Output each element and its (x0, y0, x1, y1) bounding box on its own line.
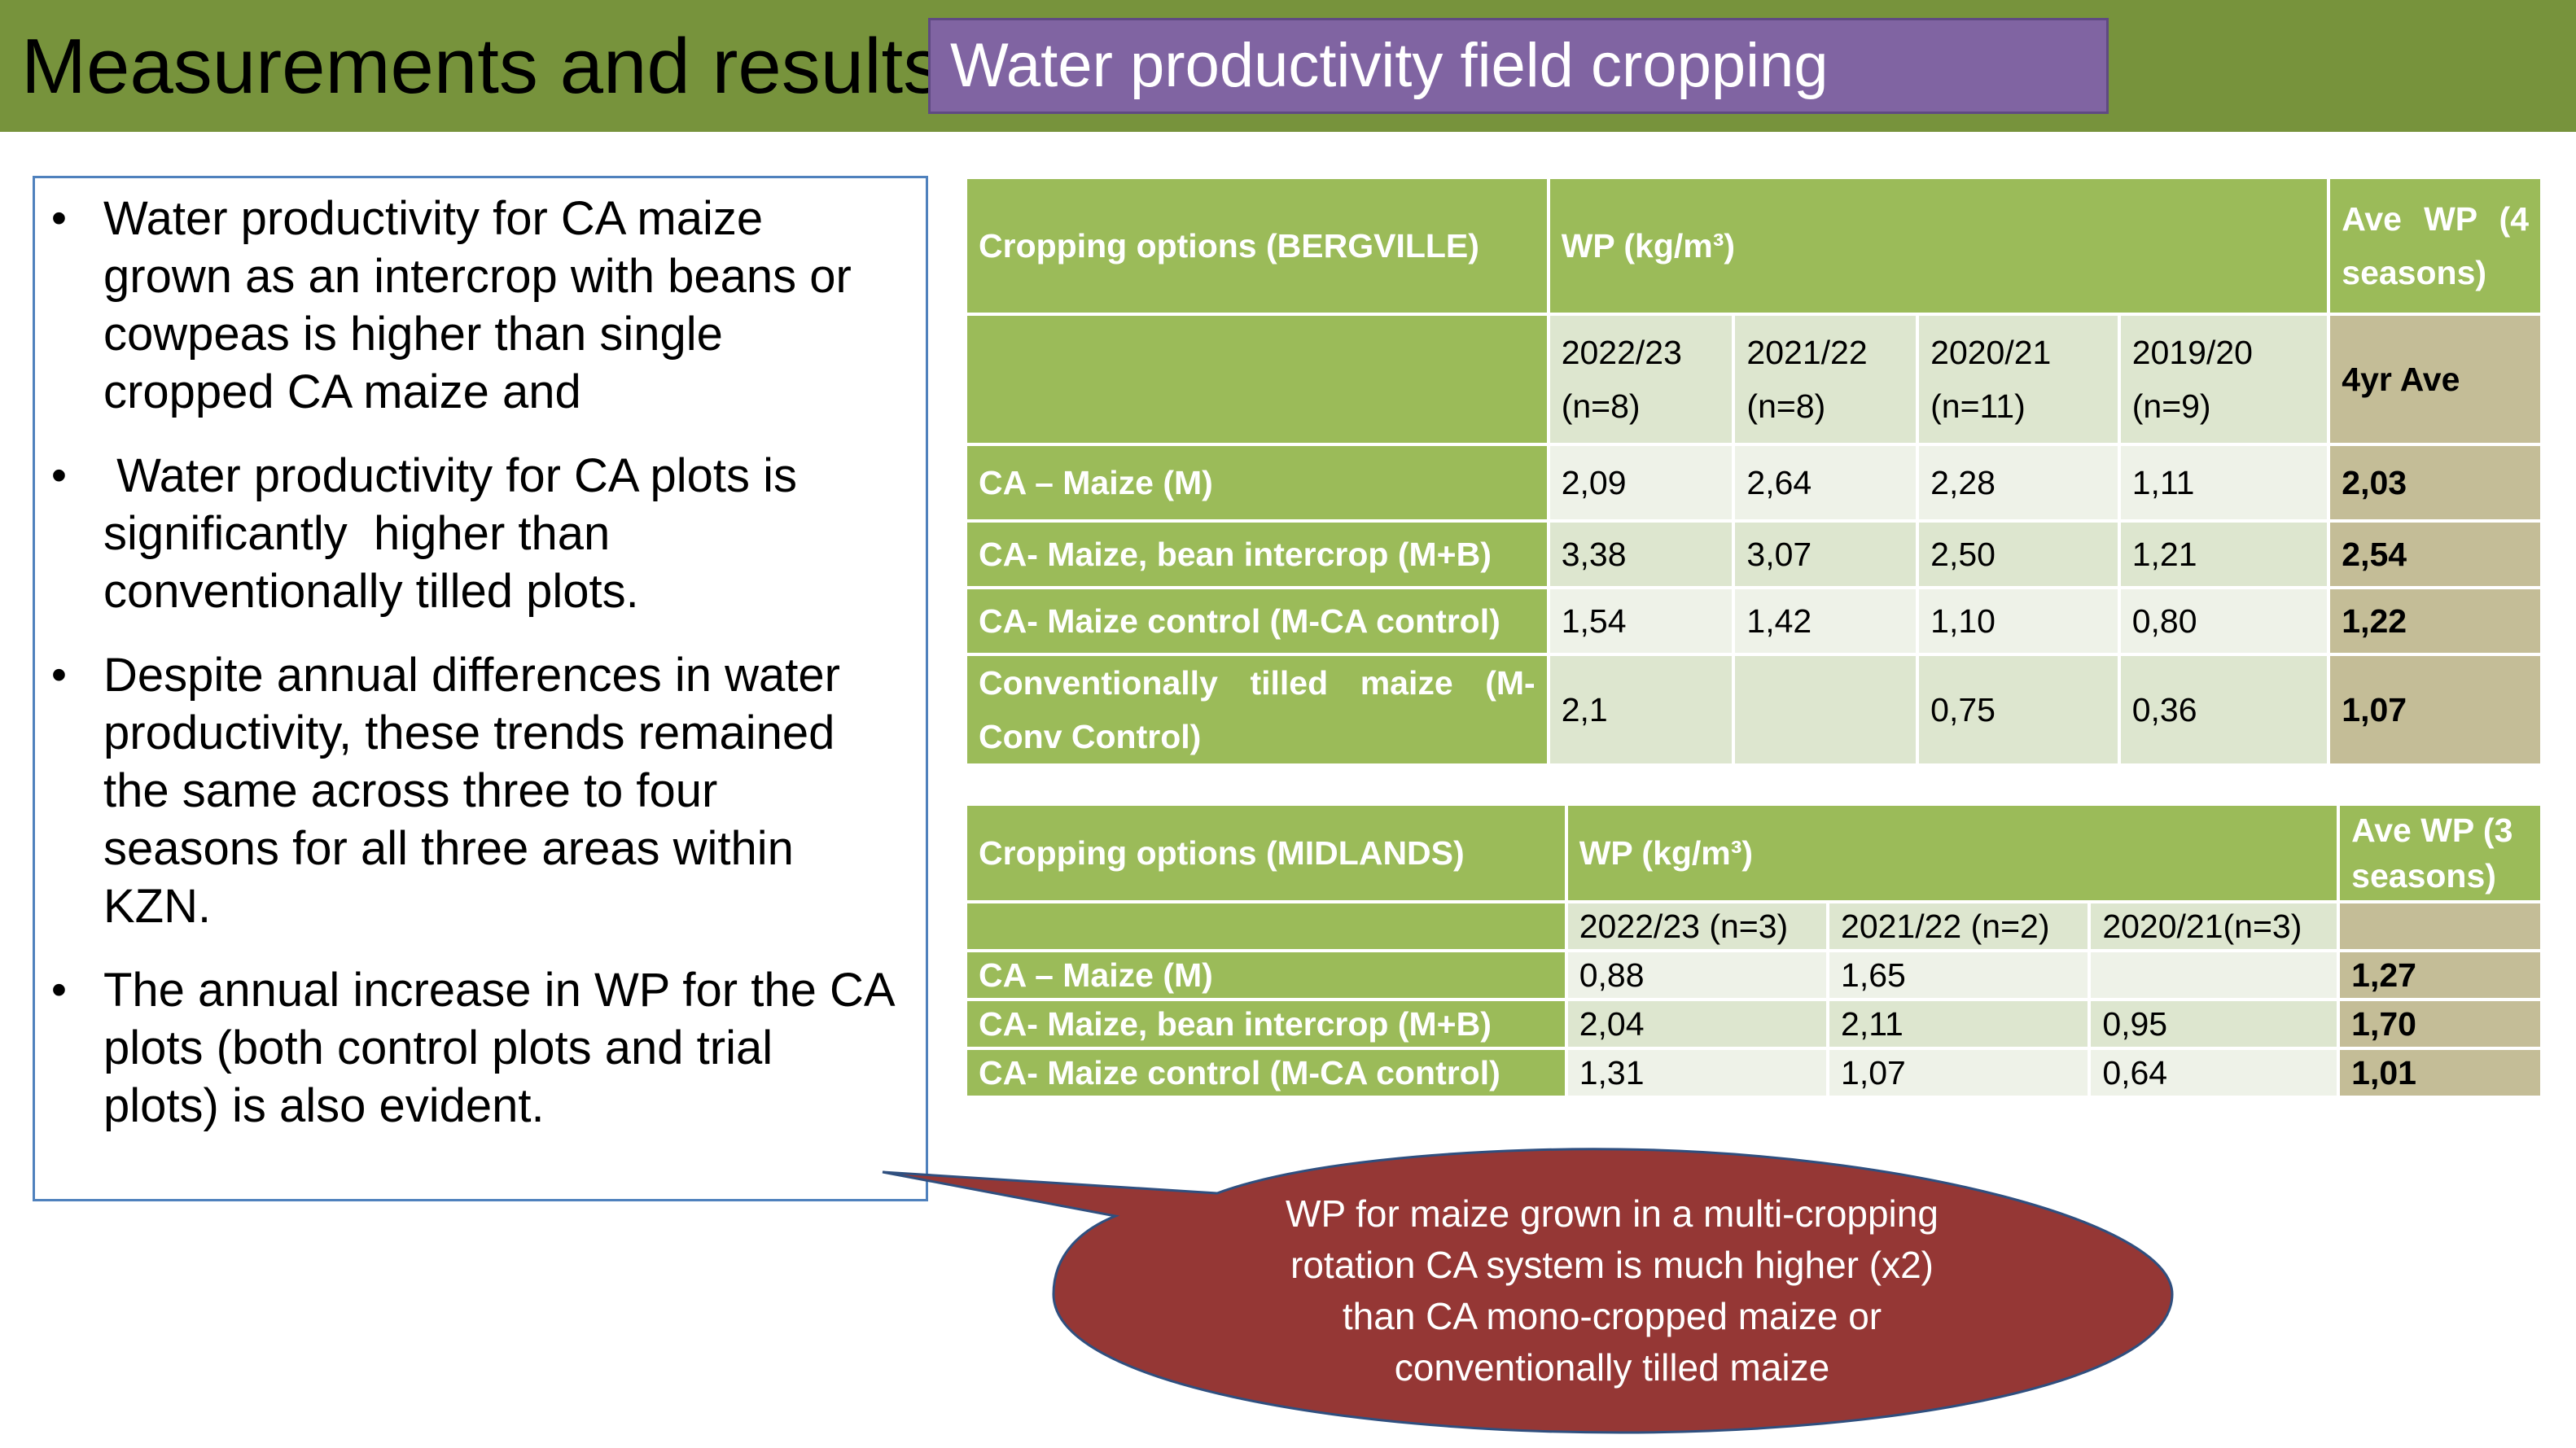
header-cropping-options: Cropping options (BERGVILLE) (964, 176, 1550, 316)
value-cell: 2,50 (1916, 519, 2121, 589)
bullet-item: • Despite annual differences in water pr… (35, 646, 901, 935)
ave-cell: 1,27 (2337, 949, 2543, 1001)
empty-cell (964, 313, 1550, 446)
row-label: CA- Maize control (M-CA control) (964, 586, 1550, 656)
table-header-row: Cropping options (BERGVILLE) WP (kg/m³) … (964, 176, 2543, 316)
season-label: 2020/21 (n=11) (1916, 313, 2121, 446)
row-label: CA – Maize (M) (964, 949, 1568, 1001)
value-cell: 0,88 (1564, 949, 1830, 1001)
value-cell: 0,80 (2117, 586, 2331, 656)
ave-cell: 2,54 (2327, 519, 2543, 589)
row-label: CA- Maize, bean intercrop (M+B) (964, 998, 1568, 1050)
callout-line: than CA mono-cropped maize or (1342, 1295, 1882, 1337)
value-cell: 2,11 (1826, 998, 2092, 1050)
table-row: CA- Maize control (M-CA control) 1,54 1,… (964, 586, 2543, 656)
value-cell: 2,09 (1546, 443, 1736, 523)
bullet-list: • Water productivity for CA maize grown … (35, 190, 901, 1135)
bullet-item: • Water productivity for CA plots is sig… (35, 447, 901, 620)
value-cell: 1,65 (1826, 949, 2092, 1001)
bullet-icon: • (51, 650, 67, 699)
callout-line: rotation CA system is much higher (x2) (1290, 1244, 1934, 1286)
season-label: 2021/22 (n=2) (1826, 900, 2092, 952)
bullet-text: Water productivity for CA plots is signi… (103, 449, 811, 618)
header-ave-wp: Ave WP (4 seasons) (2327, 176, 2543, 316)
season-label: 2020/21(n=3) (2088, 900, 2341, 952)
page-title: Measurements and results (21, 23, 943, 110)
bullet-item: • Water productivity for CA maize grown … (35, 190, 901, 421)
season-label: 2019/20 (n=9) (2117, 313, 2331, 446)
row-label: CA- Maize, bean intercrop (M+B) (964, 519, 1550, 589)
value-cell: 1,10 (1916, 586, 2121, 656)
value-cell: 3,38 (1546, 519, 1736, 589)
value-cell: 0,75 (1916, 653, 2121, 767)
ave-cell: 1,01 (2337, 1047, 2543, 1099)
value-cell: 2,64 (1732, 443, 1920, 523)
bullet-text-box: • Water productivity for CA maize grown … (33, 176, 928, 1201)
value-cell: 1,21 (2117, 519, 2331, 589)
header-cropping-options: Cropping options (MIDLANDS) (964, 803, 1568, 903)
table-row: CA- Maize, bean intercrop (M+B) 2,04 2,1… (964, 998, 2543, 1050)
table-row: Conventionally tilled maize (M-Conv Cont… (964, 653, 2543, 767)
bullet-icon: • (51, 965, 67, 1014)
value-cell: 2,1 (1546, 653, 1736, 767)
bullet-item: • The annual increase in WP for the CA p… (35, 961, 901, 1135)
value-cell: 1,11 (2117, 443, 2331, 523)
value-cell: 1,31 (1564, 1047, 1830, 1099)
ave-cell: 1,70 (2337, 998, 2543, 1050)
callout-line: WP for maize grown in a multi-cropping (1286, 1192, 1939, 1235)
value-cell: 3,07 (1732, 519, 1920, 589)
value-cell: 2,28 (1916, 443, 2121, 523)
header-wp: WP (kg/m³) (1546, 176, 2331, 316)
midlands-table: Cropping options (MIDLANDS) WP (kg/m³) A… (964, 803, 2543, 1099)
bullet-icon: • (51, 194, 67, 243)
ave-cell: 1,07 (2327, 653, 2543, 767)
value-cell: 0,36 (2117, 653, 2331, 767)
ave-cell: 1,22 (2327, 586, 2543, 656)
season-row: 2022/23 (n=8) 2021/22 (n=8) 2020/21 (n=1… (964, 313, 2543, 446)
bullet-text: Water productivity for CA maize grown as… (103, 192, 852, 418)
value-cell: 1,54 (1546, 586, 1736, 656)
value-cell: 1,07 (1826, 1047, 2092, 1099)
table-row: CA – Maize (M) 0,88 1,65 1,27 (964, 949, 2543, 1001)
row-label: Conventionally tilled maize (M-Conv Cont… (964, 653, 1550, 767)
empty-cell (2337, 900, 2543, 952)
value-cell: 1,42 (1732, 586, 1920, 656)
empty-cell (964, 900, 1568, 952)
bergville-table: Cropping options (BERGVILLE) WP (kg/m³) … (964, 176, 2543, 767)
table-row: CA- Maize control (M-CA control) 1,31 1,… (964, 1047, 2543, 1099)
ave-cell: 2,03 (2327, 443, 2543, 523)
value-cell: 0,95 (2088, 998, 2341, 1050)
season-label: 2022/23 (n=3) (1564, 900, 1830, 952)
subtitle-box: Water productivity field cropping (928, 18, 2109, 114)
value-cell: 2,04 (1564, 998, 1830, 1050)
header-ave-wp: Ave WP (3 seasons) (2337, 803, 2543, 903)
value-cell: 0,64 (2088, 1047, 2341, 1099)
row-label: CA- Maize control (M-CA control) (964, 1047, 1568, 1099)
ave-label: 4yr Ave (2327, 313, 2543, 446)
header-wp: WP (kg/m³) (1564, 803, 2341, 903)
callout-line: conventionally tilled maize (1394, 1346, 1830, 1389)
callout-text: WP for maize grown in a multi-cropping r… (1205, 1188, 2019, 1393)
row-label: CA – Maize (M) (964, 443, 1550, 523)
bullet-text: Despite annual differences in water prod… (103, 649, 840, 933)
table-row: CA – Maize (M) 2,09 2,64 2,28 1,11 2,03 (964, 443, 2543, 523)
season-label: 2022/23 (n=8) (1546, 313, 1736, 446)
season-label: 2021/22 (n=8) (1732, 313, 1920, 446)
value-cell (2088, 949, 2341, 1001)
table-row: CA- Maize, bean intercrop (M+B) 3,38 3,0… (964, 519, 2543, 589)
value-cell (1732, 653, 1920, 767)
bullet-icon: • (51, 451, 67, 500)
table-header-row: Cropping options (MIDLANDS) WP (kg/m³) A… (964, 803, 2543, 903)
season-row: 2022/23 (n=3) 2021/22 (n=2) 2020/21(n=3) (964, 900, 2543, 952)
bullet-text: The annual increase in WP for the CA plo… (103, 964, 893, 1132)
